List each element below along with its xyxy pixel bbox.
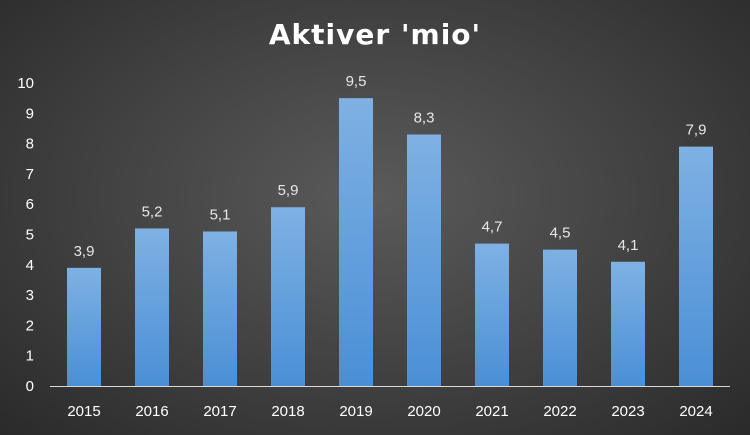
chart-title: Aktiver 'mio' xyxy=(268,18,482,51)
y-tick-label: 3 xyxy=(26,287,34,304)
bar xyxy=(203,231,237,386)
data-label: 4,1 xyxy=(618,237,639,254)
bar xyxy=(271,207,305,386)
bar xyxy=(339,98,373,387)
bar xyxy=(679,146,713,386)
data-labels: 3,9 5,2 5,1 5,9 9,5 8,3 4,7 4,5 4,1 7,9 xyxy=(74,73,707,260)
y-tick-label: 6 xyxy=(26,196,34,213)
data-label: 3,9 xyxy=(74,243,95,260)
x-tick-label: 2017 xyxy=(203,403,236,420)
data-label: 7,9 xyxy=(686,122,707,139)
y-tick-label: 10 xyxy=(17,75,34,92)
x-tick-label: 2020 xyxy=(407,403,440,420)
x-tick-label: 2023 xyxy=(611,403,644,420)
x-tick-label: 2022 xyxy=(543,403,576,420)
data-label: 9,5 xyxy=(346,73,367,90)
x-tick-label: 2018 xyxy=(271,403,304,420)
y-tick-label: 0 xyxy=(26,378,34,395)
data-label: 5,1 xyxy=(210,206,231,223)
bar xyxy=(475,243,509,386)
data-label: 4,7 xyxy=(482,219,503,236)
y-tick-label: 8 xyxy=(26,136,34,153)
y-tick-label: 5 xyxy=(26,227,34,244)
bar xyxy=(67,267,101,386)
y-axis-ticks: 0 1 2 3 4 5 6 7 8 9 10 xyxy=(17,75,34,395)
bar xyxy=(135,228,169,386)
y-tick-label: 1 xyxy=(26,348,34,365)
x-tick-label: 2024 xyxy=(679,403,712,420)
data-label: 8,3 xyxy=(414,110,435,127)
x-tick-label: 2016 xyxy=(135,403,168,420)
y-tick-label: 2 xyxy=(26,317,34,334)
x-tick-label: 2015 xyxy=(67,403,100,420)
y-tick-label: 9 xyxy=(26,105,34,122)
bars xyxy=(67,98,713,387)
x-tick-label: 2021 xyxy=(475,403,508,420)
data-label: 4,5 xyxy=(550,225,571,242)
y-tick-label: 7 xyxy=(26,166,34,183)
x-tick-label: 2019 xyxy=(339,403,372,420)
bar xyxy=(543,249,577,386)
data-label: 5,2 xyxy=(142,203,163,220)
x-axis-ticks: 2015 2016 2017 2018 2019 2020 2021 2022 2023 2024 xyxy=(67,403,712,420)
bar xyxy=(407,134,441,386)
data-label: 5,9 xyxy=(278,182,299,199)
y-tick-label: 4 xyxy=(26,257,34,274)
bar xyxy=(611,261,645,386)
